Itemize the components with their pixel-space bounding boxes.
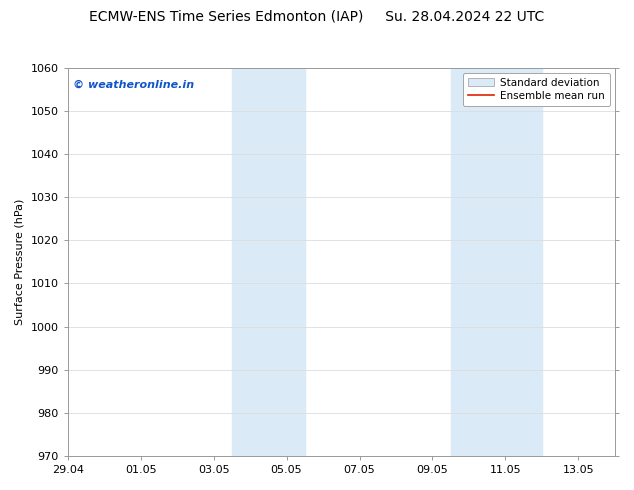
Bar bbox=[451, 68, 542, 456]
Legend: Standard deviation, Ensemble mean run: Standard deviation, Ensemble mean run bbox=[463, 73, 610, 106]
Y-axis label: Surface Pressure (hPa): Surface Pressure (hPa) bbox=[15, 198, 25, 325]
Text: ECMW-ENS Time Series Edmonton (IAP)     Su. 28.04.2024 22 UTC: ECMW-ENS Time Series Edmonton (IAP) Su. … bbox=[89, 10, 545, 24]
Bar bbox=[232, 68, 305, 456]
Text: © weatheronline.in: © weatheronline.in bbox=[73, 79, 194, 89]
